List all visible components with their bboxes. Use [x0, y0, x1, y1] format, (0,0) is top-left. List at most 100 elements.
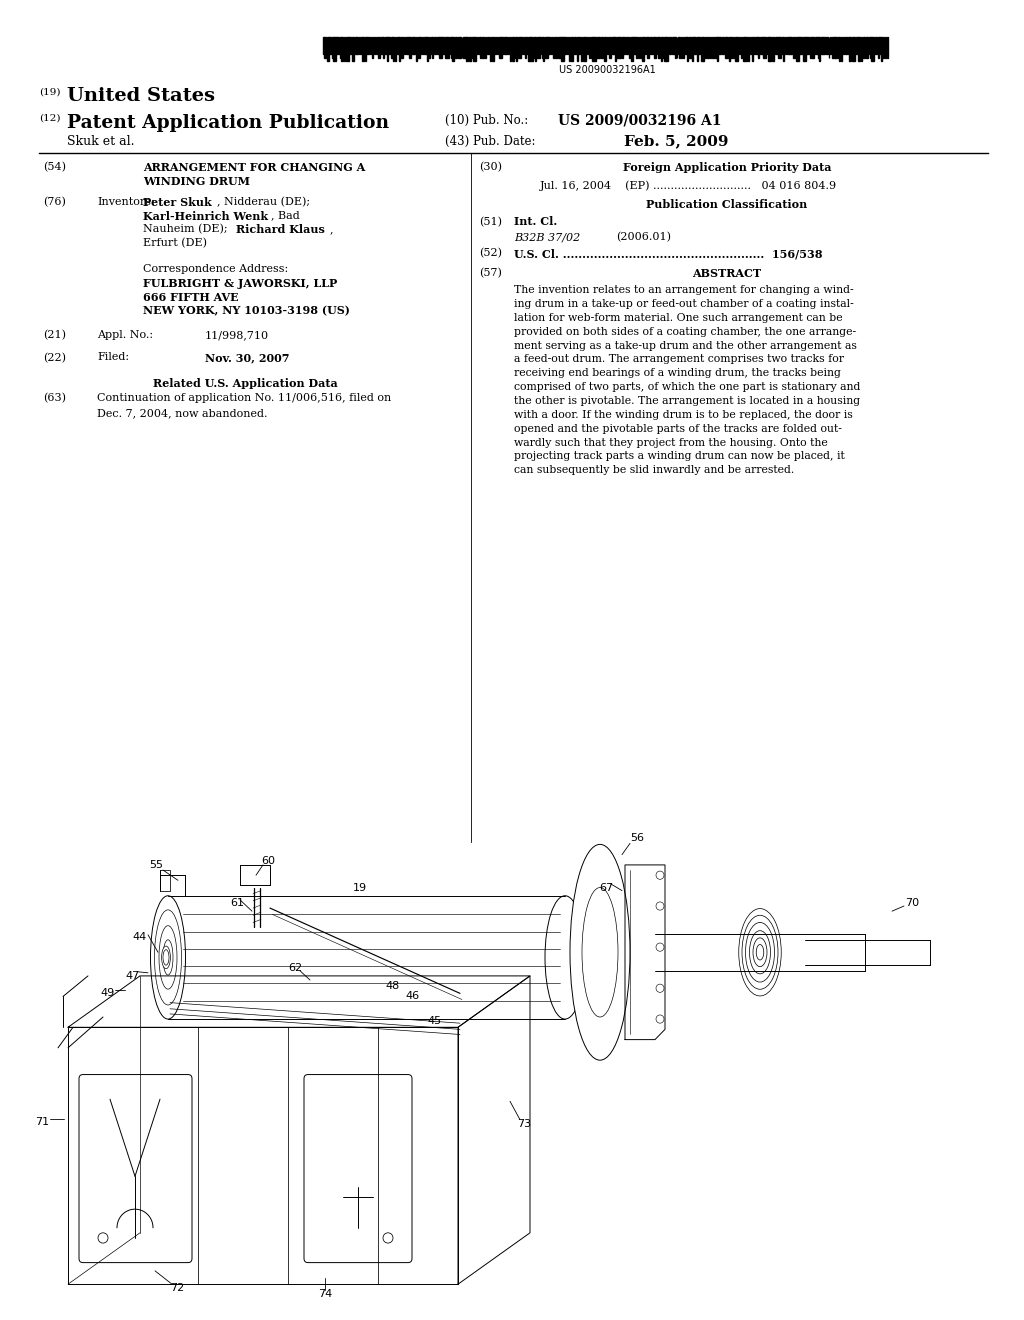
Bar	[548, 37, 550, 54]
Bar	[672, 37, 675, 54]
Text: Inventors:: Inventors:	[97, 197, 155, 207]
Text: 71: 71	[35, 1117, 49, 1127]
Bar	[667, 37, 669, 61]
Bar	[618, 37, 622, 58]
Circle shape	[656, 985, 664, 993]
Bar	[836, 37, 837, 58]
Text: NEW YORK, NY 10103-3198 (US): NEW YORK, NY 10103-3198 (US)	[143, 305, 350, 317]
Text: (63): (63)	[43, 393, 66, 404]
Bar	[712, 37, 714, 58]
Text: ment serving as a take-up drum and the other arrangement as: ment serving as a take-up drum and the o…	[514, 341, 857, 351]
Bar	[852, 37, 855, 61]
Text: opened and the pivotable parts of the tracks are folded out-: opened and the pivotable parts of the tr…	[514, 424, 842, 434]
Bar	[815, 37, 817, 54]
Bar	[381, 37, 383, 54]
Bar	[429, 37, 430, 58]
Text: 61: 61	[230, 898, 244, 908]
Bar	[439, 37, 442, 58]
Text: (19): (19)	[39, 87, 60, 96]
Bar	[775, 37, 777, 54]
Bar	[352, 37, 354, 61]
Ellipse shape	[745, 923, 774, 982]
Ellipse shape	[155, 909, 181, 1005]
Bar	[845, 37, 847, 54]
Text: 73: 73	[517, 1119, 531, 1129]
Ellipse shape	[570, 845, 630, 1060]
Bar	[396, 37, 398, 54]
Bar	[537, 37, 540, 58]
Text: Jul. 16, 2004    (EP) ............................   04 016 804.9: Jul. 16, 2004 (EP) .....................…	[540, 181, 837, 191]
Ellipse shape	[742, 915, 778, 989]
Text: 49: 49	[101, 989, 115, 998]
Bar	[388, 37, 390, 54]
Bar	[330, 37, 331, 54]
Bar	[726, 37, 728, 58]
Bar	[707, 37, 710, 58]
Bar	[719, 37, 721, 54]
Text: 60: 60	[261, 855, 275, 866]
Ellipse shape	[757, 945, 764, 960]
Circle shape	[383, 1233, 393, 1243]
Text: Dec. 7, 2004, now abandoned.: Dec. 7, 2004, now abandoned.	[97, 408, 268, 418]
Bar	[561, 37, 564, 61]
Text: 44: 44	[133, 932, 147, 942]
Ellipse shape	[545, 896, 585, 1019]
Bar	[871, 37, 874, 61]
Text: projecting track parts a winding drum can now be placed, it: projecting track parts a winding drum ca…	[514, 451, 845, 462]
Bar	[613, 37, 615, 54]
Bar	[362, 37, 365, 61]
Bar	[424, 37, 427, 54]
Bar	[624, 37, 626, 54]
Text: Feb. 5, 2009: Feb. 5, 2009	[624, 135, 728, 149]
Bar	[406, 37, 409, 54]
Bar	[446, 37, 450, 58]
Text: Patent Application Publication: Patent Application Publication	[67, 114, 389, 132]
Bar	[670, 37, 672, 54]
Bar	[473, 37, 476, 61]
Text: (2006.01): (2006.01)	[616, 232, 672, 243]
Text: the other is pivotable. The arrangement is located in a housing: the other is pivotable. The arrangement …	[514, 396, 860, 407]
Bar	[654, 37, 656, 58]
Bar	[527, 37, 529, 61]
Bar	[748, 37, 750, 61]
Bar	[341, 37, 343, 61]
Bar	[545, 37, 548, 58]
Bar	[879, 37, 881, 54]
Bar	[658, 37, 660, 58]
Bar	[806, 37, 809, 54]
Bar	[693, 37, 696, 54]
Circle shape	[656, 871, 664, 879]
Bar	[769, 37, 771, 61]
Ellipse shape	[582, 887, 618, 1016]
Bar	[850, 37, 851, 61]
Text: ABSTRACT: ABSTRACT	[692, 268, 762, 279]
Bar	[633, 37, 636, 54]
Bar	[376, 37, 378, 54]
Text: (57): (57)	[479, 268, 502, 279]
Text: US 2009/0032196 A1: US 2009/0032196 A1	[558, 114, 722, 128]
Bar	[442, 37, 444, 54]
Bar	[492, 37, 495, 61]
Bar	[642, 37, 643, 61]
Bar	[499, 37, 502, 58]
Bar	[466, 37, 468, 61]
Text: receiving end bearings of a winding drum, the tracks being: receiving end bearings of a winding drum…	[514, 368, 841, 379]
Bar	[337, 37, 339, 54]
Bar	[410, 37, 412, 58]
FancyBboxPatch shape	[304, 1074, 412, 1263]
Text: provided on both sides of a coating chamber, the one arrange-: provided on both sides of a coating cham…	[514, 326, 856, 337]
Text: 56: 56	[630, 833, 644, 843]
Circle shape	[656, 902, 664, 909]
Bar	[564, 37, 566, 54]
Text: Peter Skuk: Peter Skuk	[143, 197, 212, 207]
Text: Richard Klaus: Richard Klaus	[236, 224, 325, 235]
Bar	[379, 37, 380, 58]
Text: U.S. Cl. ....................................................  156/538: U.S. Cl. ...............................…	[514, 248, 822, 259]
Text: 55: 55	[150, 859, 163, 870]
Text: ARRANGEMENT FOR CHANGING A: ARRANGEMENT FOR CHANGING A	[143, 162, 366, 173]
Ellipse shape	[163, 949, 169, 965]
Text: FULBRIGHT & JAWORSKI, LLP: FULBRIGHT & JAWORSKI, LLP	[143, 277, 338, 289]
Bar	[555, 37, 557, 58]
Text: 47: 47	[126, 972, 140, 981]
Bar	[664, 37, 666, 61]
